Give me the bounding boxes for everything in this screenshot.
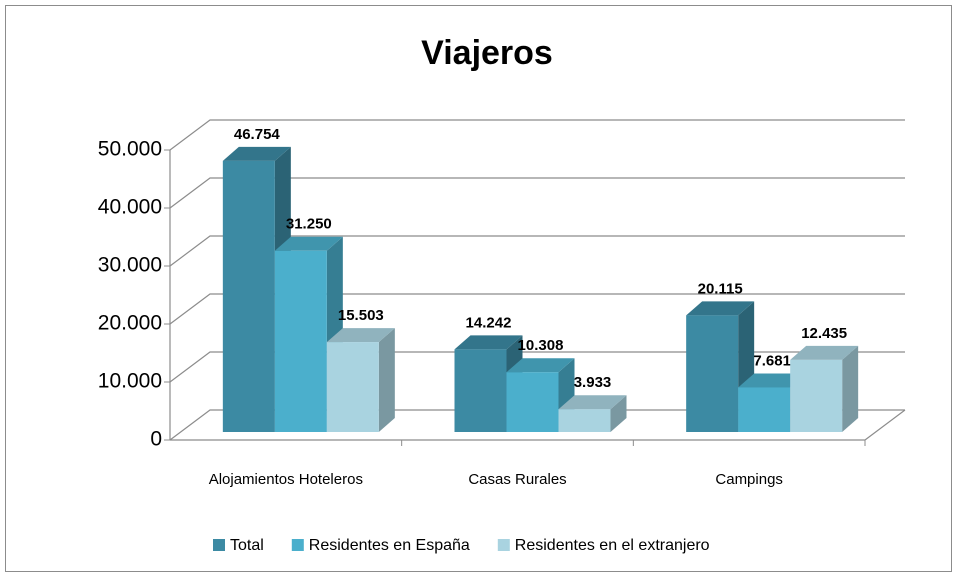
bar-top (790, 345, 859, 360)
data-label: 31.250 (286, 216, 332, 233)
data-label: 12.435 (801, 325, 847, 342)
grid-line (169, 235, 905, 267)
data-label: 10.308 (518, 337, 564, 354)
y-tick-label: 50.000 (98, 138, 162, 161)
grid-line (169, 351, 905, 383)
bar-front (222, 160, 275, 433)
data-label: 20.115 (698, 280, 743, 297)
bar (326, 328, 395, 432)
bar (790, 345, 859, 432)
y-tick-label: 10.000 (98, 370, 162, 393)
data-label: 15.503 (338, 307, 384, 324)
bar-side (610, 395, 627, 432)
bar-top (686, 301, 755, 316)
x-tick-label: Casas Rurales (468, 471, 566, 488)
legend-label: Residentes en el extranjero (515, 537, 710, 554)
bar-front (738, 387, 791, 432)
y-tick-label: 20.000 (98, 312, 162, 335)
bar-front (558, 409, 611, 432)
bar-top (222, 146, 291, 161)
bar-front (790, 359, 843, 432)
bar (558, 395, 627, 432)
y-tick-label: 0 (150, 428, 162, 451)
data-label: 7.681 (753, 352, 791, 369)
grid-line (169, 409, 905, 441)
bar-front (506, 372, 559, 432)
bar (222, 146, 291, 433)
bar-top (274, 236, 343, 251)
bar-front (454, 349, 507, 432)
legend-label: Total (230, 537, 264, 554)
chart-title: Viajeros (421, 34, 553, 72)
bar-top (454, 335, 523, 350)
x-tick-label: Campings (715, 471, 783, 488)
bar-side (378, 328, 395, 432)
bar-front (326, 342, 379, 432)
data-label: 46.754 (234, 126, 281, 143)
y-tick-label: 30.000 (98, 254, 162, 277)
legend-swatch (213, 539, 225, 551)
legend-swatch (291, 539, 304, 551)
bar-front (686, 315, 739, 432)
data-label: 14.242 (466, 314, 512, 331)
legend-swatch (497, 539, 510, 551)
bar-side (842, 345, 859, 432)
y-tick-label: 40.000 (98, 196, 162, 219)
legend-label: Residentes en España (309, 537, 470, 554)
bar-top (738, 373, 807, 388)
bar-top (506, 358, 575, 373)
data-label: 3.933 (574, 374, 612, 391)
chart-border (5, 5, 952, 572)
grid-line (169, 119, 905, 151)
bar-top (326, 328, 395, 343)
bar-top (558, 395, 627, 410)
x-tick-label: Alojamientos Hoteleros (209, 471, 363, 488)
grid-line (169, 293, 905, 325)
grid-line (169, 177, 905, 209)
bar-front (274, 250, 327, 432)
